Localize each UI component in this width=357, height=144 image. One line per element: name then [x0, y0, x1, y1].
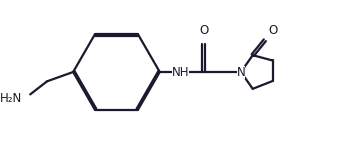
Text: O: O	[199, 24, 208, 37]
Text: N: N	[237, 66, 245, 78]
Text: O: O	[268, 24, 278, 37]
Text: H₂N: H₂N	[0, 92, 22, 105]
Text: NH: NH	[171, 66, 189, 78]
